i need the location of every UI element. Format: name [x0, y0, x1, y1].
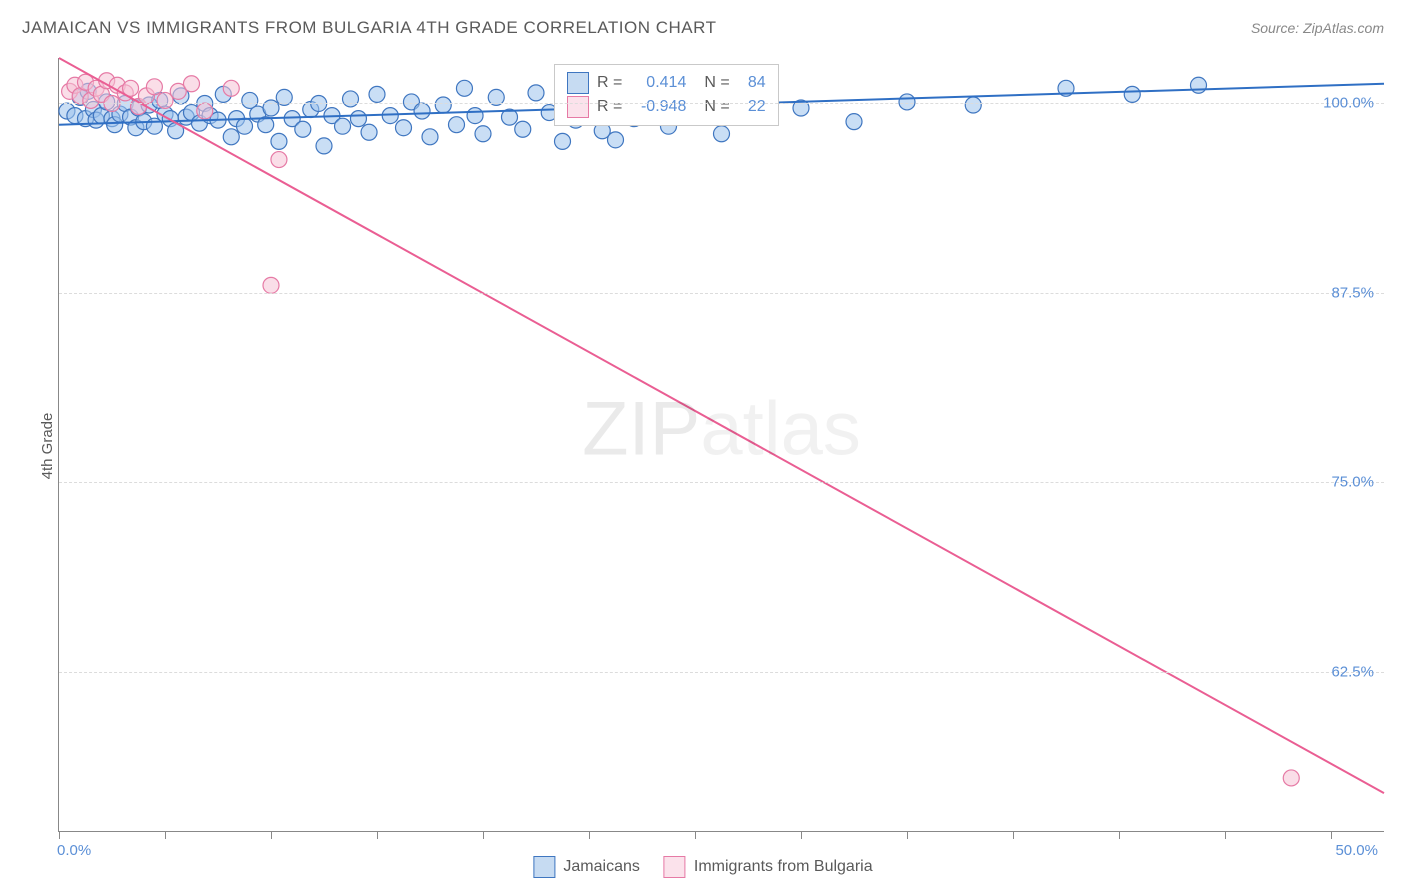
data-point-jamaicans	[396, 120, 412, 136]
data-point-jamaicans	[263, 100, 279, 116]
xtick	[589, 831, 590, 839]
swatch-blue-icon	[533, 856, 555, 878]
data-point-jamaicans	[449, 117, 465, 133]
data-point-jamaicans	[714, 126, 730, 142]
data-point-jamaicans	[295, 121, 311, 137]
xtick	[1119, 831, 1120, 839]
data-point-jamaicans	[467, 108, 483, 124]
data-point-jamaicans	[335, 118, 351, 134]
legend-row-jamaicans: R = 0.414 N = 84	[567, 71, 766, 95]
data-point-jamaicans	[316, 138, 332, 154]
xtick-label-max: 50.0%	[1335, 842, 1378, 859]
chart-plot-area: ZIPatlas R = 0.414 N = 84 R = -0.948 N =…	[58, 58, 1384, 832]
xtick	[695, 831, 696, 839]
xtick	[1225, 831, 1226, 839]
swatch-pink-icon	[567, 96, 589, 118]
data-point-bulgaria	[271, 152, 287, 168]
correlation-legend: R = 0.414 N = 84 R = -0.948 N = 22	[554, 64, 779, 126]
xtick	[1331, 831, 1332, 839]
trend-line-bulgaria	[59, 58, 1384, 793]
xtick	[59, 831, 60, 839]
xtick	[271, 831, 272, 839]
data-point-jamaicans	[965, 97, 981, 113]
gridline	[59, 672, 1384, 673]
y-axis-label: 4th Grade	[39, 413, 56, 480]
data-point-jamaicans	[237, 118, 253, 134]
ytick-label: 87.5%	[1331, 284, 1374, 301]
data-point-jamaicans	[350, 111, 366, 127]
data-point-jamaicans	[1191, 77, 1207, 93]
swatch-blue-icon	[567, 72, 589, 94]
xtick	[377, 831, 378, 839]
data-point-jamaicans	[528, 85, 544, 101]
xtick	[801, 831, 802, 839]
data-point-jamaicans	[846, 114, 862, 130]
data-point-bulgaria	[223, 80, 239, 96]
gridline	[59, 293, 1384, 294]
xtick	[1013, 831, 1014, 839]
data-point-bulgaria	[263, 277, 279, 293]
chart-title: JAMAICAN VS IMMIGRANTS FROM BULGARIA 4TH…	[22, 18, 716, 38]
xtick	[483, 831, 484, 839]
ytick-label: 100.0%	[1323, 95, 1374, 112]
data-point-jamaicans	[475, 126, 491, 142]
data-point-jamaicans	[608, 132, 624, 148]
data-point-jamaicans	[422, 129, 438, 145]
data-point-jamaicans	[223, 129, 239, 145]
data-point-jamaicans	[369, 86, 385, 102]
data-point-jamaicans	[456, 80, 472, 96]
data-point-jamaicans	[361, 124, 377, 140]
data-point-jamaicans	[343, 91, 359, 107]
swatch-pink-icon	[664, 856, 686, 878]
gridline	[59, 103, 1384, 104]
data-point-bulgaria	[1283, 770, 1299, 786]
chart-svg	[59, 58, 1384, 831]
ytick-label: 62.5%	[1331, 663, 1374, 680]
data-point-bulgaria	[184, 76, 200, 92]
data-point-bulgaria	[146, 79, 162, 95]
series-legend: Jamaicans Immigrants from Bulgaria	[533, 856, 872, 878]
xtick	[165, 831, 166, 839]
data-point-jamaicans	[1124, 86, 1140, 102]
data-point-jamaicans	[555, 133, 571, 149]
ytick-label: 75.0%	[1331, 474, 1374, 491]
legend-item-jamaicans: Jamaicans	[533, 856, 639, 878]
legend-item-bulgaria: Immigrants from Bulgaria	[664, 856, 873, 878]
data-point-jamaicans	[515, 121, 531, 137]
legend-row-bulgaria: R = -0.948 N = 22	[567, 95, 766, 119]
gridline	[59, 482, 1384, 483]
data-point-jamaicans	[899, 94, 915, 110]
data-point-jamaicans	[271, 133, 287, 149]
xtick-label-min: 0.0%	[57, 842, 91, 859]
data-point-jamaicans	[414, 103, 430, 119]
source-attribution: Source: ZipAtlas.com	[1251, 20, 1384, 36]
data-point-jamaicans	[435, 97, 451, 113]
data-point-bulgaria	[197, 103, 213, 119]
xtick	[907, 831, 908, 839]
